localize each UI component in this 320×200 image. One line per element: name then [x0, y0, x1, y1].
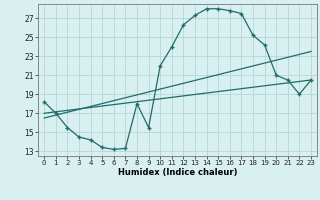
X-axis label: Humidex (Indice chaleur): Humidex (Indice chaleur)	[118, 168, 237, 177]
